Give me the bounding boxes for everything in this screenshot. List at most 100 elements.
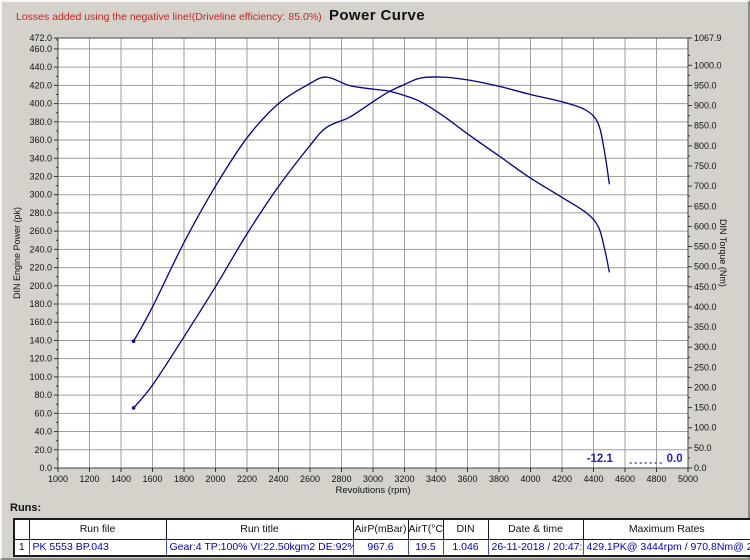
col-run-title: Run title — [165, 518, 354, 540]
col-din: DIN — [442, 518, 489, 540]
y-left-tick-label: 200.0 — [29, 281, 52, 291]
x-tick-label: 2000 — [205, 474, 225, 484]
y-left-tick-label: 20.0 — [34, 445, 52, 455]
y-left-tick-label: 220.0 — [29, 263, 52, 273]
y-left-tick-label: 300.0 — [29, 190, 52, 200]
run-title: Gear:4 TP:100% VI:22.50kgm2 DE:92% XL:30… — [165, 538, 354, 557]
y-left-tick-label: 240.0 — [29, 244, 52, 254]
y-left-tick-label: 440.0 — [29, 62, 52, 72]
x-tick-label: 2200 — [237, 474, 257, 484]
x-tick-label: 1000 — [48, 474, 68, 484]
y-right-tick-label: 50.0 — [694, 443, 712, 453]
y-right-tick-label: 750.0 — [694, 161, 717, 171]
y-left-tick-label: 340.0 — [29, 153, 52, 163]
runs-table-header: Run file Run title AirP(mBar) AirT(°C) D… — [13, 518, 750, 540]
y-left-tick-label: 40.0 — [34, 427, 52, 437]
chart-title: Power Curve — [328, 7, 426, 24]
y-right-tick-label: 1067.9 — [694, 33, 722, 43]
run-airp: 967.6 — [352, 538, 409, 557]
y-right-tick-label: 550.0 — [694, 242, 717, 252]
curve-start-marker — [131, 339, 136, 343]
y-left-tick-label: 80.0 — [34, 390, 52, 400]
y-right-tick-label: 950.0 — [694, 80, 717, 90]
y-right-tick-label: 800.0 — [694, 141, 717, 151]
y-left-tick-label: 280.0 — [29, 208, 52, 218]
run-din: 1.046 — [442, 538, 489, 557]
x-tick-label: 4600 — [615, 474, 635, 484]
y-right-tick-label: 400.0 — [694, 302, 717, 312]
y-left-tick-label: 160.0 — [29, 317, 52, 327]
run-date-time: 26-11-2018 / 20:47:08 — [487, 538, 584, 557]
col-airt: AirT(°C) — [407, 518, 444, 540]
y-right-tick-label: 650.0 — [694, 201, 717, 211]
col-date-time: Date & time — [487, 518, 584, 540]
y-left-tick-label: 120.0 — [29, 354, 52, 364]
x-tick-label: 4800 — [646, 474, 666, 484]
y-left-tick-label: 60.0 — [34, 408, 52, 418]
x-tick-label: 3400 — [426, 474, 446, 484]
run-index: 1 — [13, 538, 30, 557]
x-tick-label: 2400 — [268, 474, 288, 484]
y-right-tick-label: 1000.0 — [694, 60, 722, 70]
loss-annotation: -12.1 — [587, 453, 614, 465]
col-max-rates: Maximum Rates — [582, 518, 750, 540]
run-airt: 19.5 — [407, 538, 444, 557]
table-row[interactable]: 1 PK 5553 BP.043 Gear:4 TP:100% VI:22.50… — [13, 538, 750, 557]
y-left-tick-label: 472.0 — [29, 33, 52, 43]
x-tick-label: 3600 — [457, 474, 477, 484]
y-right-tick-label: 100.0 — [694, 423, 717, 433]
y-left-tick-label: 400.0 — [29, 99, 52, 109]
y-right-axis-title: DIN Torque (Nm) — [718, 219, 728, 287]
y-left-tick-label: 260.0 — [29, 226, 52, 236]
y-right-tick-label: 250.0 — [694, 362, 717, 372]
y-left-tick-label: 320.0 — [29, 171, 52, 181]
runs-table: Run file Run title AirP(mBar) AirT(°C) D… — [13, 518, 750, 557]
power-curve-line — [132, 76, 610, 409]
x-tick-label: 3000 — [363, 474, 383, 484]
y-left-tick-label: 140.0 — [29, 335, 52, 345]
x-tick-label: 1600 — [142, 474, 162, 484]
x-tick-label: 4200 — [552, 474, 572, 484]
y-right-tick-label: 0.0 — [694, 463, 707, 473]
col-run-file: Run file — [28, 518, 167, 540]
losses-note: Losses added using the negative line!(Dr… — [16, 11, 322, 23]
col-index — [13, 518, 30, 540]
y-right-tick-label: 850.0 — [694, 121, 717, 131]
x-tick-label: 1400 — [111, 474, 131, 484]
y-left-tick-label: 360.0 — [29, 135, 52, 145]
y-right-tick-label: 450.0 — [694, 282, 717, 292]
y-left-axis-title: DIN Engine Power (pk) — [12, 206, 22, 300]
x-tick-label: 4000 — [520, 474, 540, 484]
run-file: PK 5553 BP.043 — [28, 538, 167, 557]
y-right-tick-label: 700.0 — [694, 181, 717, 191]
x-tick-label: 4400 — [583, 474, 603, 484]
x-tick-label: 5000 — [678, 474, 698, 484]
y-right-tick-label: 350.0 — [694, 322, 717, 332]
y-left-tick-label: 380.0 — [29, 117, 52, 127]
y-right-tick-label: 600.0 — [694, 221, 717, 231]
curve-start-marker — [131, 406, 136, 410]
torque-curve-line — [132, 76, 610, 342]
x-axis-title: Revolutions (rpm) — [335, 485, 411, 496]
x-tick-label: 1800 — [174, 474, 194, 484]
y-right-tick-label: 900.0 — [694, 101, 717, 111]
y-right-tick-label: 300.0 — [694, 342, 717, 352]
runs-section-label: Runs: — [10, 502, 42, 514]
x-tick-label: 2600 — [300, 474, 320, 484]
x-tick-label: 3800 — [489, 474, 509, 484]
loss-annotation: 0.0 — [667, 453, 683, 465]
power-curve-chart: 1000 1200 1400 1600 1800 2000 2200 2400 2600 2800… — [29, 33, 722, 484]
x-tick-label: 3200 — [394, 474, 414, 484]
y-left-tick-label: 100.0 — [29, 372, 52, 382]
y-left-tick-label: 420.0 — [29, 80, 52, 90]
x-tick-label: 2800 — [331, 474, 351, 484]
y-right-tick-label: 150.0 — [694, 403, 717, 413]
y-left-tick-label: 0.0 — [39, 463, 52, 473]
y-right-tick-label: 500.0 — [694, 262, 717, 272]
col-airp: AirP(mBar) — [352, 518, 409, 540]
y-left-tick-label: 460.0 — [29, 44, 52, 54]
y-right-tick-label: 200.0 — [694, 382, 717, 392]
y-left-tick-label: 180.0 — [29, 299, 52, 309]
run-max-rates: 429.1PK@ 3444rpm / 970.8Nm@ 2706rpm — [582, 538, 750, 557]
